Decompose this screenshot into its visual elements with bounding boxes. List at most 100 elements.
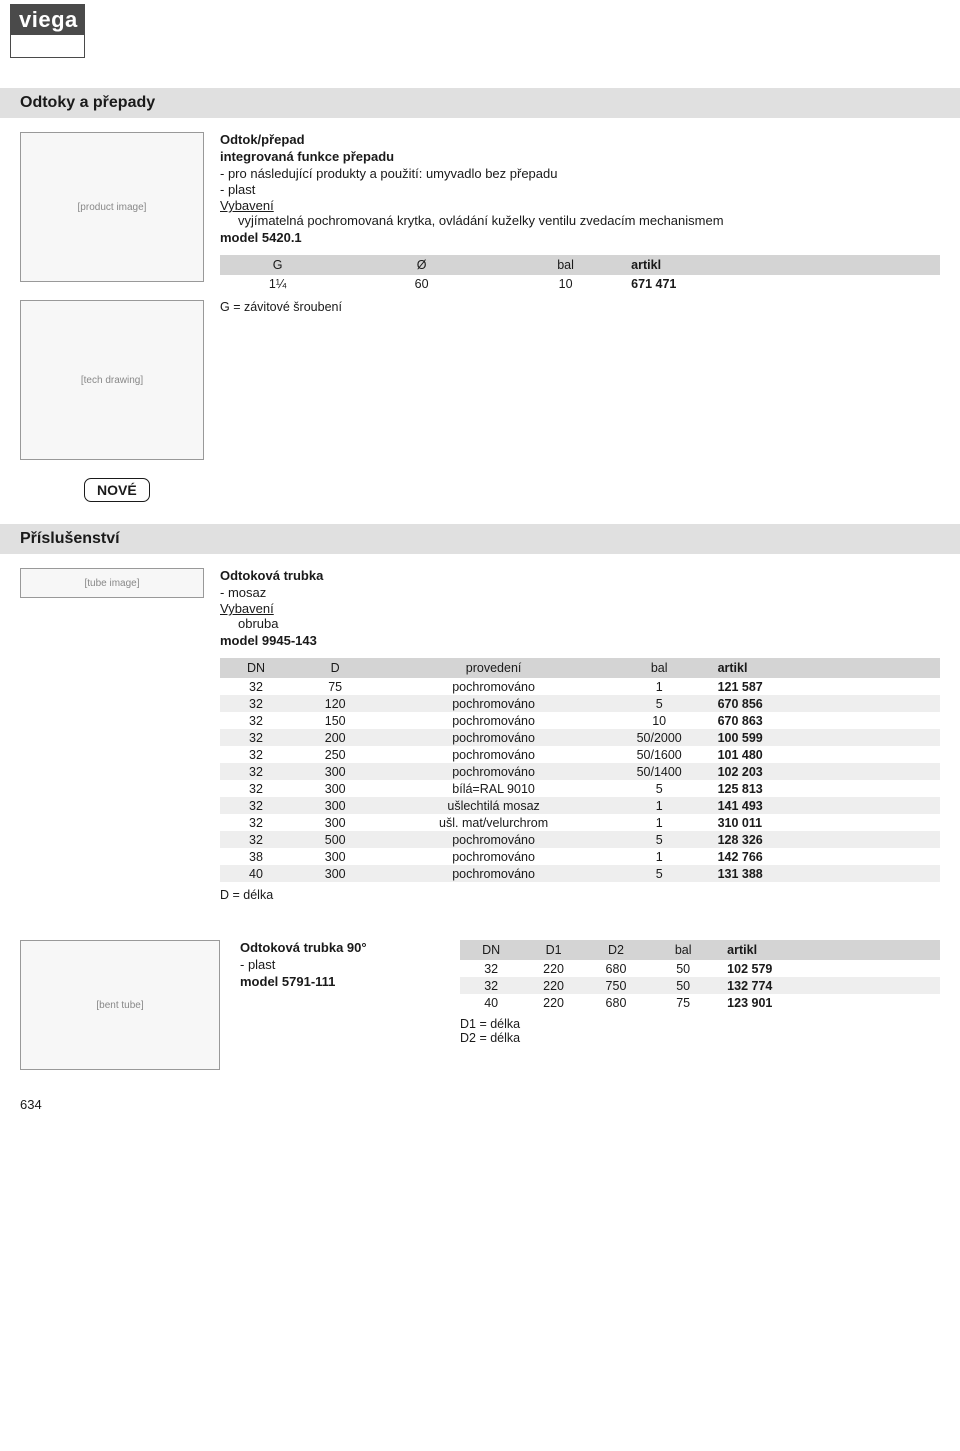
table-cell <box>825 746 940 763</box>
table-header-cell: bal <box>508 255 623 275</box>
table-header-cell: artikl <box>623 255 753 275</box>
table-cell <box>825 797 940 814</box>
table-cell: 680 <box>585 994 647 1011</box>
table-cell: 50/1600 <box>609 746 710 763</box>
table-cell: 75 <box>292 678 378 695</box>
table-cell: pochromováno <box>378 848 608 865</box>
table-cell <box>825 712 940 729</box>
bullet-line: - plast <box>240 957 440 972</box>
bullet-line: - pro následující produkty a použití: um… <box>220 166 940 181</box>
table-cell: pochromováno <box>378 865 608 882</box>
table-cell: 670 863 <box>710 712 825 729</box>
table-cell: 250 <box>292 746 378 763</box>
table-cell: 32 <box>220 678 292 695</box>
product-title: Odtok/přepad <box>220 132 940 147</box>
table-cell: 671 471 <box>623 275 753 292</box>
table-cell: 5 <box>609 780 710 797</box>
table-cell: 40 <box>460 994 522 1011</box>
nove-badge: NOVÉ <box>84 478 150 502</box>
table-row: 32500pochromováno5128 326 <box>220 831 940 848</box>
table-cell: 300 <box>292 848 378 865</box>
brand-logo: viega <box>10 4 85 58</box>
table-row: 32150pochromováno10670 863 <box>220 712 940 729</box>
table-header-cell: Ø <box>335 255 508 275</box>
table-header-cell: artikl <box>710 658 825 678</box>
product-title: Odtoková trubka <box>220 568 940 583</box>
product-block-odtokova-trubka-90: [bent tube] Odtoková trubka 90° - plast … <box>0 926 960 1070</box>
table-cell: 32 <box>220 712 292 729</box>
table-cell: 132 774 <box>719 977 825 994</box>
table-cell <box>825 695 940 712</box>
table-cell: bílá=RAL 9010 <box>378 780 608 797</box>
table-row: 4022068075123 901 <box>460 994 940 1011</box>
table-cell: 50/1400 <box>609 763 710 780</box>
equipment-label: Vybavení <box>220 198 940 213</box>
product-block-diagram: [tech drawing] G = závitové šroubení <box>0 292 960 460</box>
table-cell <box>825 763 940 780</box>
description-column: Odtok/přepad integrovaná funkce přepadu … <box>220 132 940 292</box>
table-cell: pochromováno <box>378 678 608 695</box>
table-cell: 32 <box>220 780 292 797</box>
table-header-cell: bal <box>647 940 719 960</box>
brand-logo-blank <box>11 35 84 57</box>
table-legend: D = délka <box>220 888 940 902</box>
table-cell: pochromováno <box>378 763 608 780</box>
table-cell: 32 <box>220 695 292 712</box>
image-column: [product image] <box>20 132 220 292</box>
table-header-cell <box>825 658 940 678</box>
table-cell: 10 <box>508 275 623 292</box>
table-cell: 102 579 <box>719 960 825 977</box>
table-cell <box>825 977 940 994</box>
table-cell <box>753 275 940 292</box>
table-cell: 128 326 <box>710 831 825 848</box>
table-header-cell: G <box>220 255 335 275</box>
product-block-odtokova-trubka: [tube image] Odtoková trubka - mosaz Vyb… <box>0 554 960 902</box>
table-cell <box>825 780 940 797</box>
table-cell: ušl. mat/velurchrom <box>378 814 608 831</box>
table-cell: 750 <box>585 977 647 994</box>
table-header-cell: D1 <box>522 940 584 960</box>
table-cell: 101 480 <box>710 746 825 763</box>
product-bullets: - pro následující produkty a použití: um… <box>220 166 940 197</box>
table-column: DND1D2balartikl3222068050102 57932220750… <box>460 940 940 1070</box>
image-column: [tech drawing] <box>20 300 220 460</box>
table-cell: 1 <box>609 678 710 695</box>
table-cell: 5 <box>609 865 710 882</box>
table-legend-d2: D2 = délka <box>460 1031 940 1045</box>
table-cell <box>825 848 940 865</box>
table-cell: pochromováno <box>378 729 608 746</box>
table-cell: 38 <box>220 848 292 865</box>
table-header-cell: provedení <box>378 658 608 678</box>
table-cell: 220 <box>522 994 584 1011</box>
description-column: Odtoková trubka - mosaz Vybavení obruba … <box>220 568 940 902</box>
table-cell: 32 <box>220 729 292 746</box>
legend-column: G = závitové šroubení <box>220 300 940 460</box>
table-row: 32300bílá=RAL 90105125 813 <box>220 780 940 797</box>
image-column: [bent tube] <box>20 940 220 1070</box>
table-cell: 100 599 <box>710 729 825 746</box>
table-cell: 5 <box>609 831 710 848</box>
table-row: 1¼6010671 471 <box>220 275 940 292</box>
table-cell: 40 <box>220 865 292 882</box>
table-cell: 32 <box>220 746 292 763</box>
product-image-2: [tech drawing] <box>20 300 204 460</box>
table-cell: 1 <box>609 797 710 814</box>
table-row: 3275pochromováno1121 587 <box>220 678 940 695</box>
model-label: model 9945-143 <box>220 633 940 648</box>
table-cell: 220 <box>522 977 584 994</box>
table-cell <box>825 678 940 695</box>
table-cell <box>825 865 940 882</box>
table-cell: 50/2000 <box>609 729 710 746</box>
section-heading-odtoky: Odtoky a přepady <box>0 88 960 118</box>
equipment-details: obruba <box>220 616 940 631</box>
equipment-details: vyjímatelná pochromovaná krytka, ovládán… <box>220 213 940 228</box>
table-row: 32300ušlechtilá mosaz1141 493 <box>220 797 940 814</box>
table-cell: 32 <box>460 977 522 994</box>
table-row: 32250pochromováno50/1600101 480 <box>220 746 940 763</box>
table-header-cell: D2 <box>585 940 647 960</box>
table-cell: 141 493 <box>710 797 825 814</box>
table-header-cell: D <box>292 658 378 678</box>
table-row: 3222068050102 579 <box>460 960 940 977</box>
table-cell: 1 <box>609 814 710 831</box>
table-cell <box>825 729 940 746</box>
